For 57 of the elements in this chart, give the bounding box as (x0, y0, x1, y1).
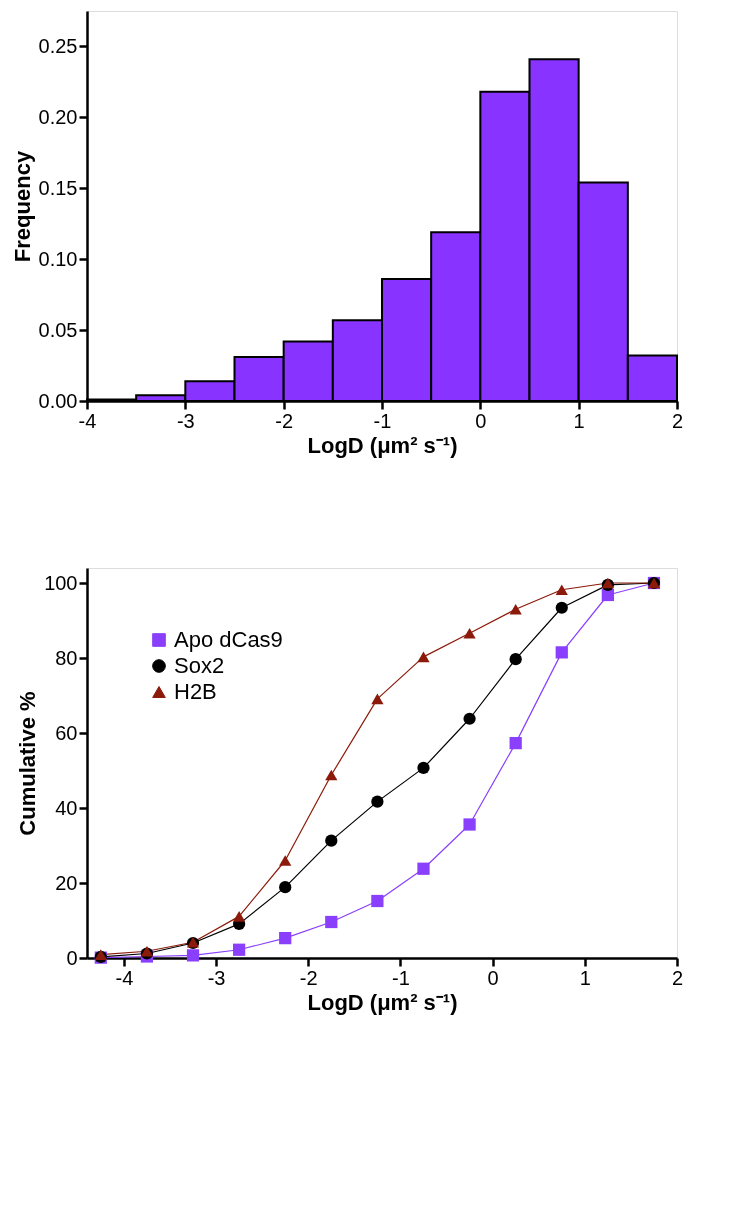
y-tick-label: 0.25 (38, 34, 78, 57)
y-tick-label: 0 (66, 946, 78, 969)
y-tick-label: 0.10 (38, 247, 78, 270)
point (232, 911, 246, 922)
point (509, 653, 522, 666)
x-axis-title: LogD (μm² s⁻¹) (307, 432, 458, 458)
x-tick-label: -3 (176, 409, 195, 432)
y-tick-label: 40 (55, 796, 78, 819)
legend-label: Apo dCas9 (174, 627, 283, 652)
x-tick-label: 1 (579, 966, 591, 989)
x-tick-label: -3 (207, 966, 226, 989)
y-tick-label: 0.20 (38, 105, 78, 128)
x-tick-label: 0 (475, 409, 487, 432)
point (555, 646, 568, 659)
point (463, 818, 476, 831)
x-tick-label: -2 (275, 409, 294, 432)
x-tick-label: 1 (573, 409, 585, 432)
y-tick-label: 0.05 (38, 318, 78, 341)
point (555, 584, 568, 596)
point (417, 651, 430, 663)
x-tick-label: -1 (373, 409, 392, 432)
point (417, 761, 430, 774)
point (325, 834, 338, 847)
point (417, 862, 430, 875)
x-axis-title: LogD (μm² s⁻¹) (307, 989, 458, 1015)
y-tick-label: 20 (55, 871, 78, 894)
x-tick-label: 2 (671, 966, 684, 989)
point (325, 915, 338, 929)
point (371, 795, 384, 808)
legend-label: H2B (174, 679, 217, 704)
y-axis-title: Cumulative % (15, 691, 41, 836)
x-tick-label: -4 (78, 409, 97, 432)
point (186, 949, 200, 962)
point (509, 603, 522, 615)
x-tick-label: 2 (671, 409, 684, 432)
x-tick-label: -4 (115, 966, 134, 989)
point (463, 712, 476, 725)
y-tick-label: 0.00 (38, 389, 78, 412)
y-axis-title: Frequency (9, 150, 35, 263)
y-tick-label: 80 (55, 646, 78, 669)
y-tick-label: 0.15 (38, 176, 78, 199)
y-tick-label: 100 (44, 571, 78, 594)
point (371, 693, 384, 705)
point (555, 601, 568, 614)
point (232, 943, 246, 956)
y-tick-label: 60 (55, 721, 78, 744)
x-tick-label: -1 (392, 966, 410, 989)
legend-label: Sox2 (174, 653, 225, 678)
x-tick-label: -2 (299, 966, 318, 989)
x-tick-label: 0 (487, 966, 499, 989)
point (325, 769, 338, 781)
point (279, 855, 292, 866)
point (463, 627, 476, 639)
point (509, 737, 522, 750)
point (279, 932, 292, 945)
point (279, 881, 292, 894)
point (371, 894, 384, 908)
